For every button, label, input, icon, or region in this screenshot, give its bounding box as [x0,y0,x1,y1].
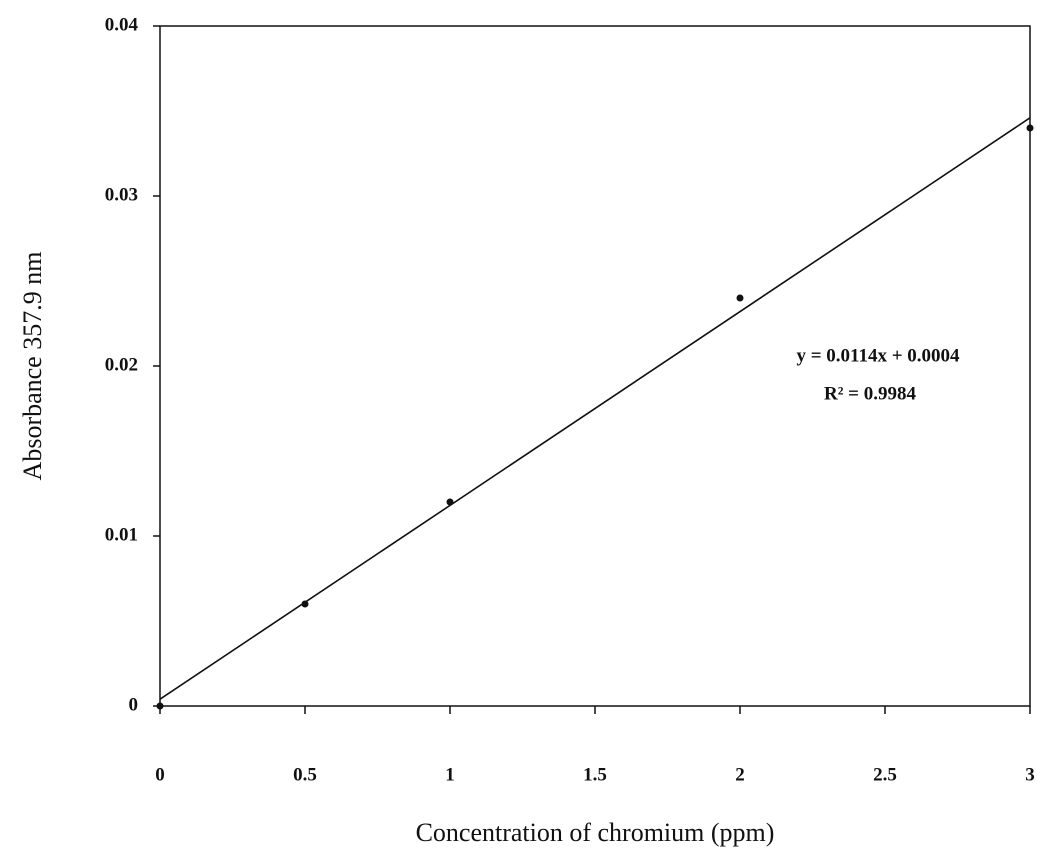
x-tick-label: 2 [735,764,745,785]
x-tick-label: 0 [155,764,165,785]
y-tick-label: 0.04 [105,14,139,35]
data-point [736,294,744,302]
data-point [156,702,164,710]
r-squared: R² = 0.9984 [824,383,916,404]
x-tick-label: 0.5 [293,764,317,785]
y-tick-label: 0 [129,694,139,715]
x-tick-label: 1 [445,764,455,785]
y-axis-title: Absorbance 357.9 nm [18,252,47,481]
fit-line [159,117,1031,700]
y-tick-label: 0.01 [105,524,138,545]
equation: y = 0.0114x + 0.0004 [796,345,960,366]
x-tick-label: 1.5 [583,764,607,785]
x-tick-label: 3 [1025,764,1035,785]
x-axis-title: Concentration of chromium (ppm) [416,818,775,847]
y-tick-label: 0.03 [105,184,138,205]
y-tick-label: 0.02 [105,354,138,375]
data-point [446,498,454,506]
x-tick-label: 2.5 [873,764,897,785]
data-point [301,600,309,608]
data-point [1026,124,1034,132]
